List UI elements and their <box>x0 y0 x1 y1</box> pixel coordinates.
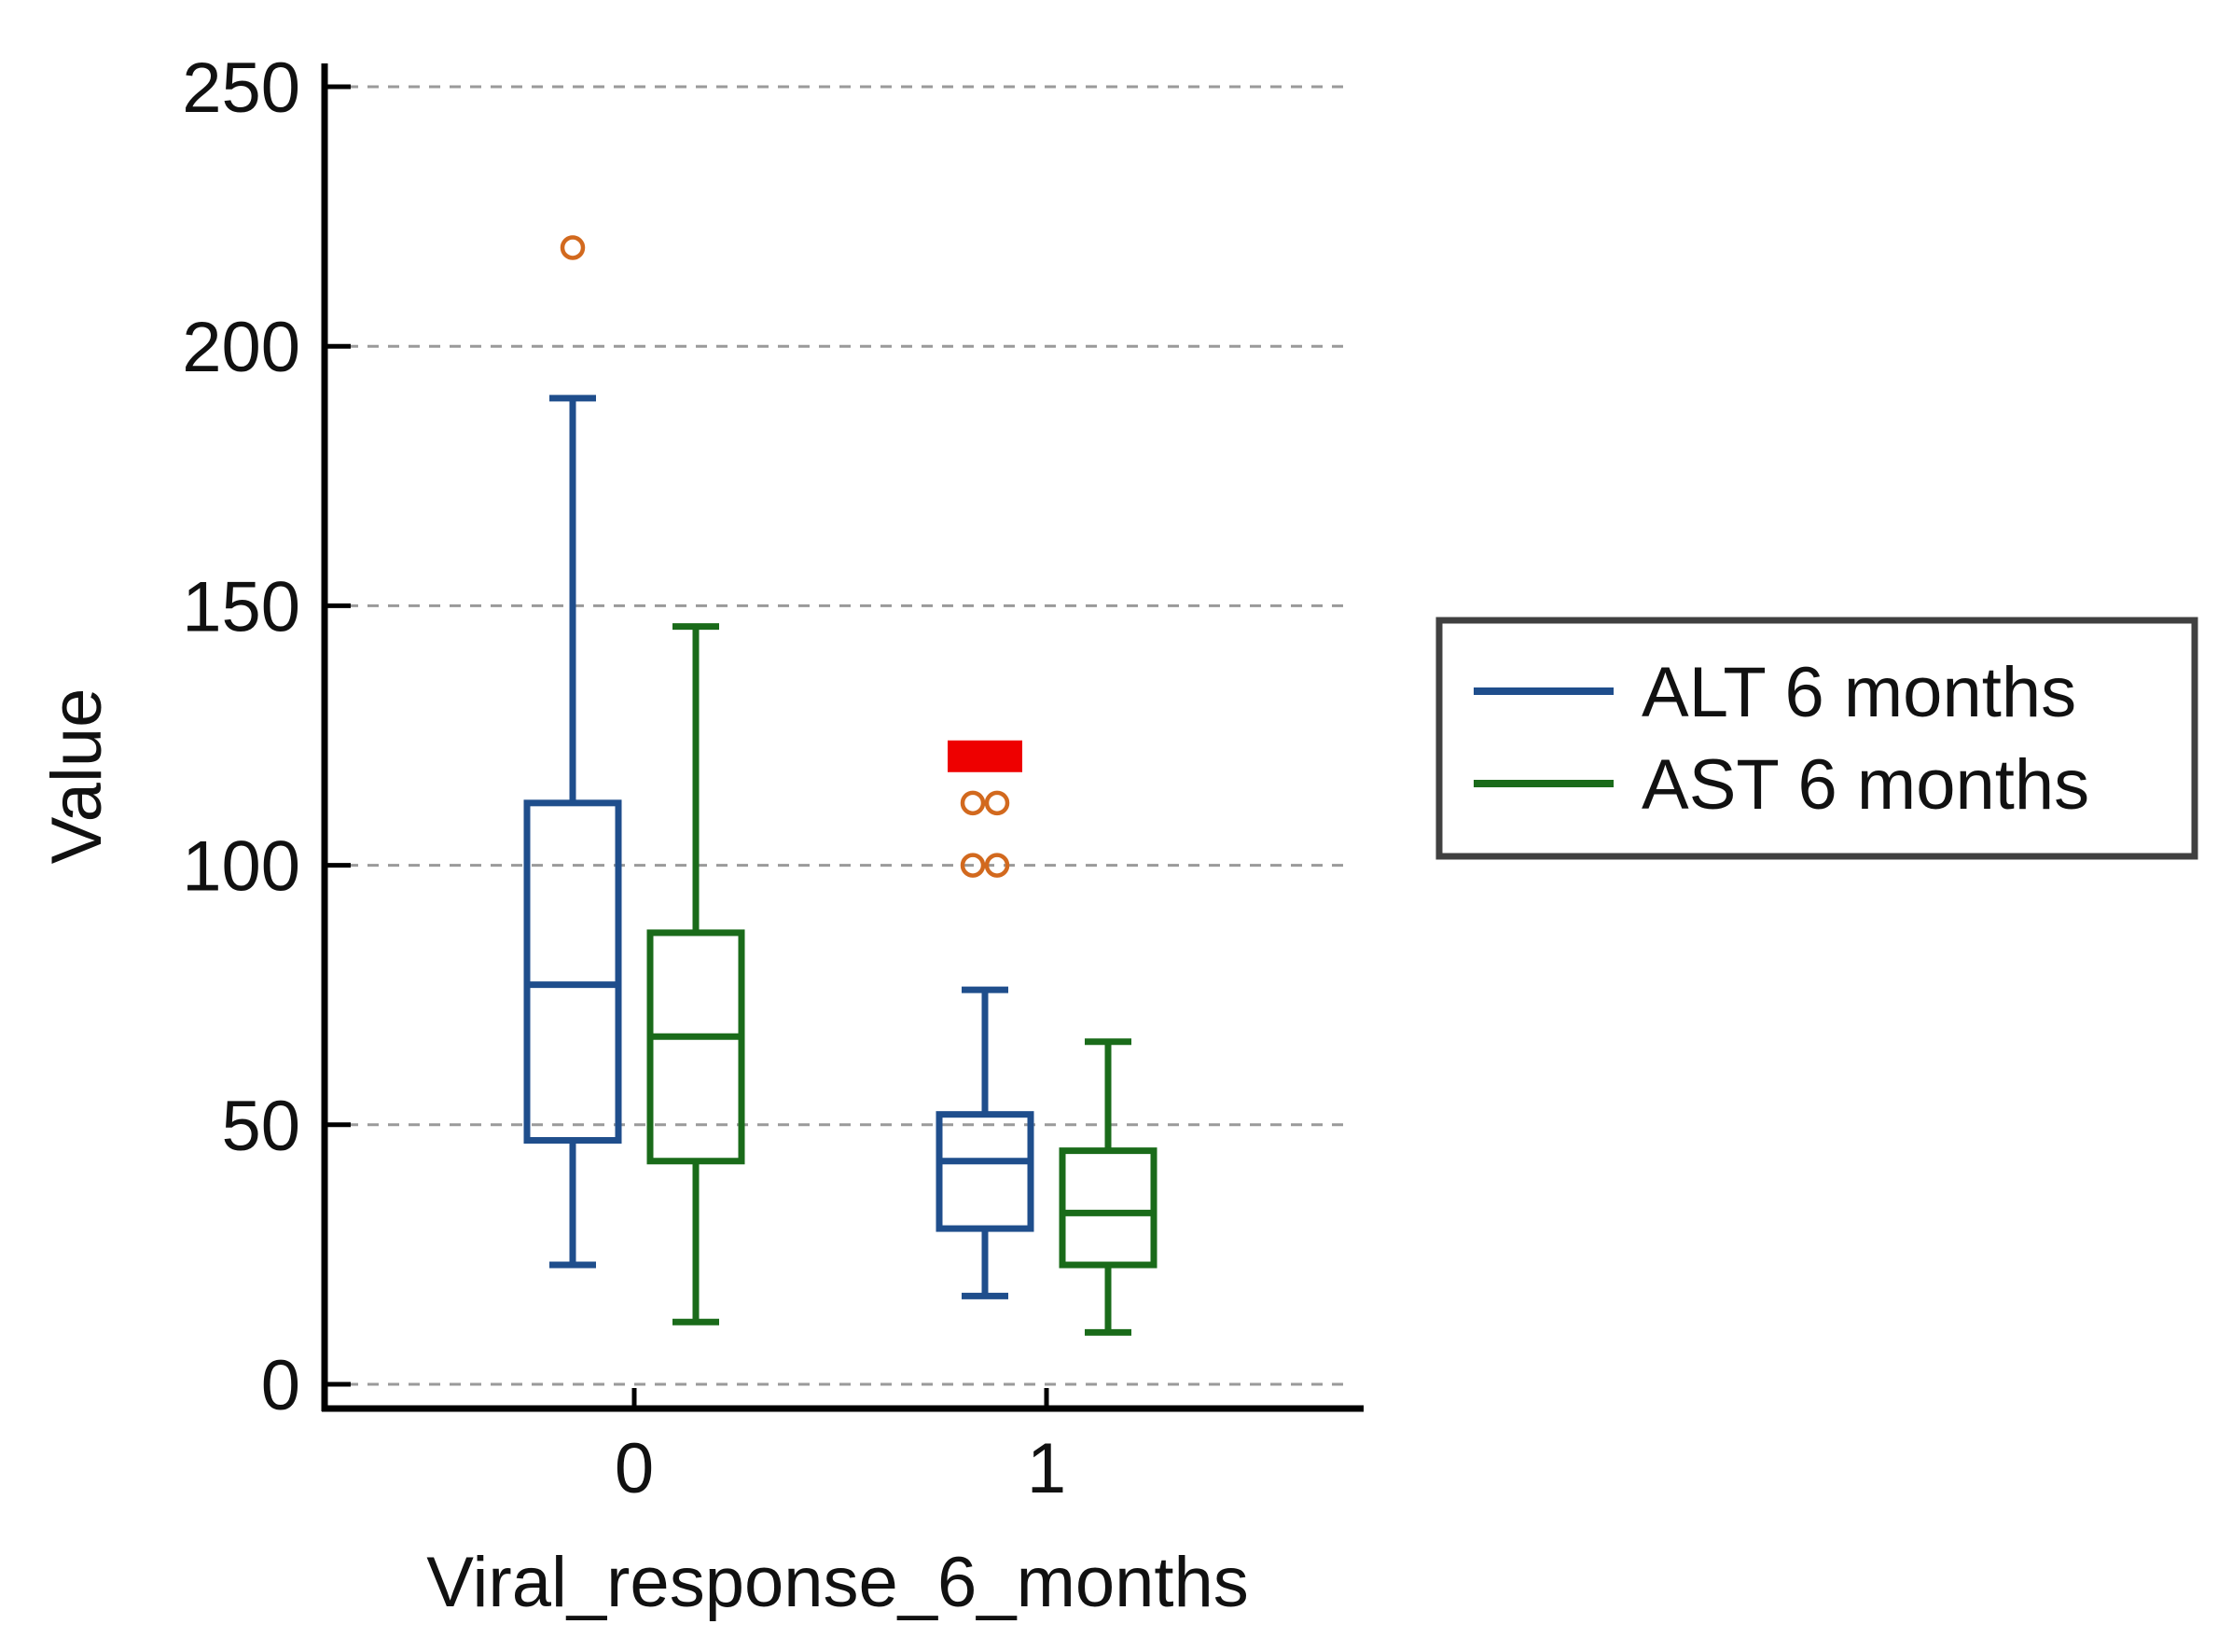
box-alt-cat1 <box>936 790 1034 1299</box>
x-tick-label-1: 1 <box>1027 1429 1066 1508</box>
y-ticks: 0 50 100 150 200 250 <box>182 49 351 1425</box>
legend-label-alt: ALT 6 months <box>1642 653 2076 732</box>
legend-label-ast: AST 6 months <box>1642 745 2089 825</box>
y-tick-label-250: 250 <box>182 49 300 128</box>
iqr-box-alt-cat0 <box>523 799 622 1144</box>
x-axis-title: Viral_response_6_months <box>426 1543 1249 1622</box>
y-tick-label-150: 150 <box>182 567 300 646</box>
y-axis-title: Value <box>37 688 117 865</box>
legend-frame <box>1435 617 2198 860</box>
y-tick-label-0: 0 <box>261 1346 300 1425</box>
outlier-alt-cat1-100-1 <box>984 853 1010 878</box>
outlier-alt-cat1-100-0 <box>960 853 986 878</box>
axes <box>321 63 1364 1412</box>
y-tick-label-100: 100 <box>182 827 300 907</box>
legend: ALT 6 months AST 6 months <box>1435 617 2198 860</box>
iqr-box-alt-cat1 <box>936 1111 1034 1232</box>
iqr-box-ast-cat0 <box>646 929 745 1165</box>
extreme-marker <box>948 740 1022 772</box>
box-series <box>523 235 1158 1336</box>
outlier-alt-cat1-112-0 <box>960 790 986 816</box>
y-tick-label-50: 50 <box>221 1087 300 1166</box>
x-tick-label-0: 0 <box>615 1429 654 1508</box>
box-ast-cat1 <box>1059 1038 1158 1336</box>
y-tick-label-200: 200 <box>182 308 300 387</box>
box-alt-cat0 <box>523 235 622 1269</box>
gridlines <box>347 85 1343 1386</box>
outlier-alt-cat1-112-1 <box>984 790 1010 816</box>
iqr-box-ast-cat1 <box>1059 1147 1158 1269</box>
box-ast-cat0 <box>646 623 745 1326</box>
outlier-alt-cat0-219-0 <box>560 235 586 260</box>
